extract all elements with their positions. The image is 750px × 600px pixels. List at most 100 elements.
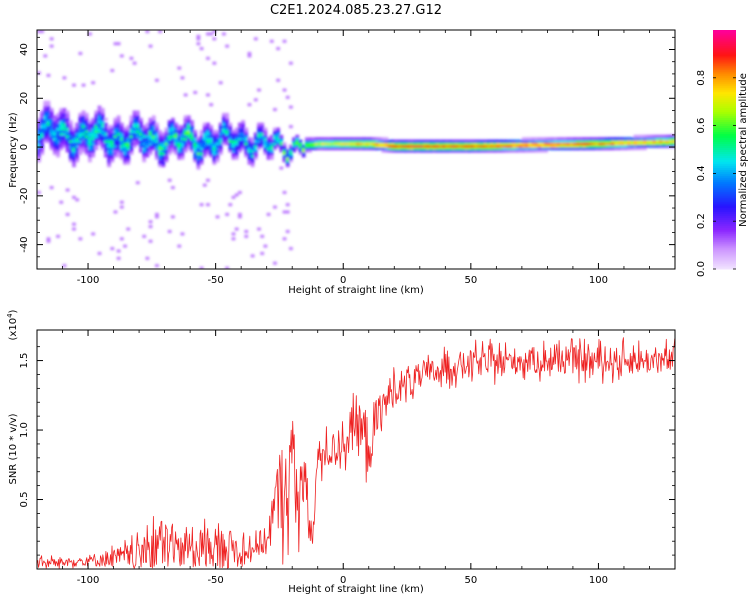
heatmap-cell [257, 88, 261, 92]
colorbar-step [713, 193, 736, 196]
heatmap-cell [123, 137, 127, 141]
heatmap-cell [531, 149, 536, 153]
colorbar-step [713, 59, 736, 63]
heatmap-cell [349, 147, 354, 151]
heatmap-cell [62, 120, 67, 124]
heatmap-cell [177, 151, 182, 155]
heatmap-cell [659, 134, 663, 138]
colorbar-step [713, 149, 736, 152]
x-tick-label: 100 [589, 275, 608, 286]
heatmap-cell [585, 137, 590, 141]
colorbar-step [713, 245, 736, 248]
heatmap-cell [40, 117, 44, 121]
heatmap-cell [155, 149, 159, 153]
heatmap-cell [614, 147, 619, 151]
heatmap-cell [231, 154, 236, 158]
heatmap-cell [62, 127, 67, 131]
colorbar-step [713, 161, 736, 164]
heatmap-cell [480, 139, 485, 143]
heatmap-cell [84, 117, 89, 121]
heatmap-cell [40, 147, 44, 151]
heatmap-cell [113, 139, 118, 143]
heatmap-cell [445, 144, 450, 148]
heatmap-cell [426, 149, 430, 153]
heatmap-cell [250, 142, 255, 146]
heatmap-cell [222, 139, 226, 143]
heatmap-cell [170, 125, 175, 129]
heatmap-cell [601, 137, 606, 141]
heatmap-cell [422, 142, 427, 146]
heatmap-cell [119, 127, 124, 131]
heatmap-cell [94, 142, 99, 146]
heatmap-cell [301, 144, 306, 148]
heatmap-cell [56, 151, 60, 155]
heatmap-cell [113, 142, 118, 146]
heatmap-cell [304, 142, 309, 146]
heatmap-cell [91, 139, 96, 143]
heatmap-cell [116, 147, 121, 151]
heatmap-cell [37, 71, 41, 75]
heatmap-cell [429, 144, 434, 148]
heatmap-cell [241, 129, 245, 134]
heatmap-cell [94, 139, 99, 143]
heatmap-cell [37, 117, 41, 121]
heatmap-cell [212, 147, 217, 151]
heatmap-cell [206, 142, 210, 146]
heatmap-cell [292, 149, 296, 153]
heatmap-cell [177, 139, 182, 143]
heatmap-cell [145, 122, 150, 126]
heatmap-cell [129, 117, 134, 121]
heatmap-cell [595, 147, 600, 151]
heatmap-cell [438, 147, 443, 151]
heatmap-cell [46, 129, 51, 134]
heatmap-cell [614, 139, 619, 143]
heatmap-cell [129, 147, 134, 151]
heatmap-cell [231, 139, 236, 143]
heatmap-cell [512, 147, 517, 151]
heatmap-cell [81, 137, 86, 141]
colorbar-step [713, 185, 736, 188]
heatmap-cell [88, 129, 92, 134]
heatmap-cell [78, 149, 83, 153]
heatmap-cell [237, 149, 242, 153]
heatmap-cell [282, 147, 287, 151]
heatmap-cell [668, 134, 673, 138]
heatmap-cell [75, 147, 80, 151]
heatmap-cell [196, 147, 201, 151]
heatmap-cell [218, 147, 223, 151]
heatmap-cell [148, 151, 153, 155]
heatmap-cell [569, 144, 574, 148]
heatmap-cell [579, 137, 584, 141]
heatmap-cell [183, 134, 188, 138]
heatmap-cell [212, 129, 217, 134]
heatmap-cell [368, 142, 373, 146]
heatmap-cell [183, 125, 188, 129]
heatmap-cell [655, 144, 660, 148]
heatmap-cell [375, 139, 379, 143]
heatmap-cell [231, 149, 236, 153]
heatmap-cell [65, 134, 70, 138]
heatmap-cell [49, 137, 54, 141]
heatmap-cell [410, 147, 415, 151]
heatmap-cell [91, 117, 96, 121]
heatmap-cell [88, 127, 92, 131]
heatmap-cell [222, 132, 226, 136]
heatmap-cell [206, 144, 210, 148]
heatmap-cell [52, 127, 57, 131]
heatmap-cell [193, 142, 198, 146]
heatmap-cell [100, 147, 105, 151]
heatmap-cell [228, 144, 233, 148]
heatmap-cell [56, 144, 60, 148]
heatmap-cell [266, 139, 271, 143]
heatmap-cell [222, 117, 226, 121]
heatmap-cell [569, 139, 574, 143]
heatmap-cell [186, 129, 191, 134]
heatmap-cell [451, 149, 456, 153]
heatmap-cell [263, 142, 268, 146]
heatmap-cell [464, 142, 469, 146]
heatmap-cell [56, 234, 60, 238]
heatmap-cell [46, 137, 51, 141]
heatmap-cell [257, 122, 261, 126]
heatmap-cell [202, 144, 207, 148]
heatmap-cell [62, 122, 67, 126]
